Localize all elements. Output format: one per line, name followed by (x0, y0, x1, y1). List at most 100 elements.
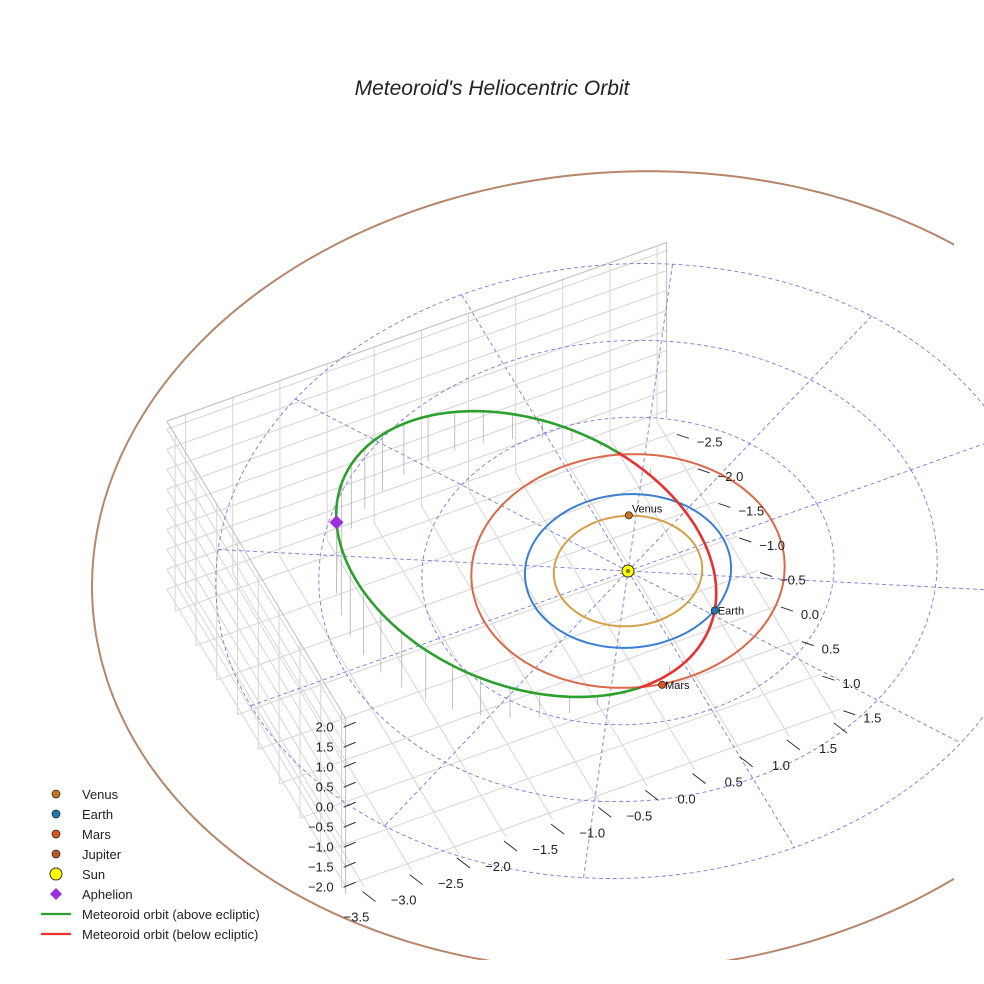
y-tick-mark (843, 710, 856, 716)
z-tick-label: 1.0 (316, 759, 334, 774)
side-wall-grid-line (166, 588, 347, 887)
y-tick-label: −1.5 (738, 503, 764, 518)
venus-label: Venus (632, 503, 663, 515)
venus-orbit (552, 514, 704, 628)
mars-orbit (470, 453, 786, 689)
box-edge (166, 242, 667, 422)
z-tick-mark (343, 741, 356, 748)
meteoroid-orbit-above (334, 409, 639, 699)
legend-label: Sun (82, 867, 105, 882)
sun-core (626, 569, 630, 573)
floor-grid-line (609, 438, 790, 737)
y-tick-mark (759, 572, 773, 578)
aphelion-marker (329, 515, 344, 530)
y-tick-label: 1.0 (842, 676, 860, 691)
x-tick-mark (503, 840, 518, 852)
floor-grid-line (185, 590, 365, 888)
floor-grid-line (468, 489, 648, 787)
z-tick-mark (343, 781, 356, 788)
side-wall-grid-line (166, 428, 347, 727)
jupiter-orbit (90, 170, 954, 960)
floor-grid-line (278, 604, 780, 785)
legend-label: Earth (82, 807, 113, 822)
legend-label: Venus (82, 787, 119, 802)
z-tick-mark (343, 821, 356, 828)
z-tick-label: 1.5 (316, 739, 334, 754)
floor-grid-line (326, 539, 507, 838)
earth-orbit (523, 493, 733, 649)
z-tick-mark (343, 881, 356, 888)
y-tick-label: 0.0 (801, 607, 819, 622)
x-tick-label: 1.0 (772, 758, 790, 773)
y-tick-mark (801, 641, 814, 647)
x-tick-label: −2.0 (485, 859, 511, 874)
back-wall-grid-line (166, 370, 667, 550)
y-tick-label: 1.5 (863, 711, 881, 726)
z-tick-label: 0.5 (316, 779, 334, 794)
reference-spoke (250, 443, 984, 707)
legend-label: Aphelion (82, 887, 133, 902)
z-tick-mark (343, 861, 356, 868)
floor-grid-line (216, 500, 717, 681)
z-tick-mark (343, 801, 356, 808)
legend-label: Meteoroid orbit (above ecliptic) (82, 907, 260, 922)
x-tick-mark (692, 773, 706, 784)
y-tick-mark (718, 502, 731, 508)
back-wall-grid-line (166, 250, 667, 430)
z-tick-mark (343, 761, 356, 768)
y-tick-mark (780, 606, 794, 612)
legend-marker (51, 849, 61, 859)
x-tick-mark (786, 739, 801, 751)
back-wall-grid-line (166, 350, 667, 530)
side-wall-grid-line (166, 448, 347, 747)
x-tick-mark (739, 756, 754, 768)
legend-label: Meteoroid orbit (below ecliptic) (82, 927, 258, 942)
y-tick-mark (676, 433, 690, 439)
x-tick-mark (456, 857, 471, 869)
legend-marker (51, 829, 61, 839)
z-tick-label: −1.5 (308, 859, 334, 874)
grid-panes (166, 242, 842, 895)
back-wall-grid-line (166, 390, 667, 570)
x-tick-mark (362, 891, 376, 902)
x-tick-label: −2.5 (438, 876, 464, 891)
z-tick-mark (343, 721, 356, 728)
axis-ticks: 2.0 1.5 1.0 0.5 0.0 −0.5 −1.0 −1.5 −2.0 −3.5 −3.0 −… (308, 433, 881, 925)
jupiter-orbit-layer (90, 170, 954, 960)
floor-grid-line (299, 639, 800, 819)
side-wall-grid-line (166, 548, 347, 847)
side-wall-grid-line (166, 568, 347, 867)
venus-marker (624, 511, 633, 520)
y-tick-mark (739, 537, 752, 543)
z-tick-label: 2.0 (316, 719, 334, 734)
y-tick-mark (697, 468, 710, 474)
chart-title: Meteoroid's Heliocentric Orbit (355, 77, 631, 100)
floor-grid-line (232, 573, 413, 871)
x-tick-label: −1.0 (579, 825, 605, 840)
z-tick-label: 0.0 (316, 799, 334, 814)
x-tick-mark (409, 874, 423, 886)
y-tick-label: −2.5 (697, 434, 723, 449)
y-tick-label: −0.5 (780, 573, 806, 588)
floor-grid-line (320, 673, 821, 854)
x-tick-label: −0.5 (627, 808, 653, 823)
mars-label: Mars (665, 680, 690, 692)
z-tick-label: −0.5 (308, 819, 334, 834)
floor-grid-line (515, 472, 696, 770)
back-wall-grid-line (166, 290, 667, 470)
legend-label: Jupiter (82, 847, 122, 862)
x-tick-mark (833, 722, 848, 734)
legend: Venus Earth Mars Jupiter Sun Aphelion Meteoroi… (41, 787, 260, 942)
legend-label: Mars (82, 827, 111, 842)
floor-grid-line (279, 556, 460, 855)
orbit-layer: Venus Earth Mars (329, 409, 786, 718)
side-wall-grid-line (166, 468, 347, 767)
floor-grid-line (420, 505, 601, 804)
x-tick-label: 1.5 (819, 741, 837, 756)
floor-grid-line (341, 708, 842, 888)
side-wall-grid-line (166, 508, 347, 807)
mars-marker (658, 680, 667, 689)
floor-grid-line (656, 421, 837, 720)
z-tick-mark (343, 841, 356, 848)
